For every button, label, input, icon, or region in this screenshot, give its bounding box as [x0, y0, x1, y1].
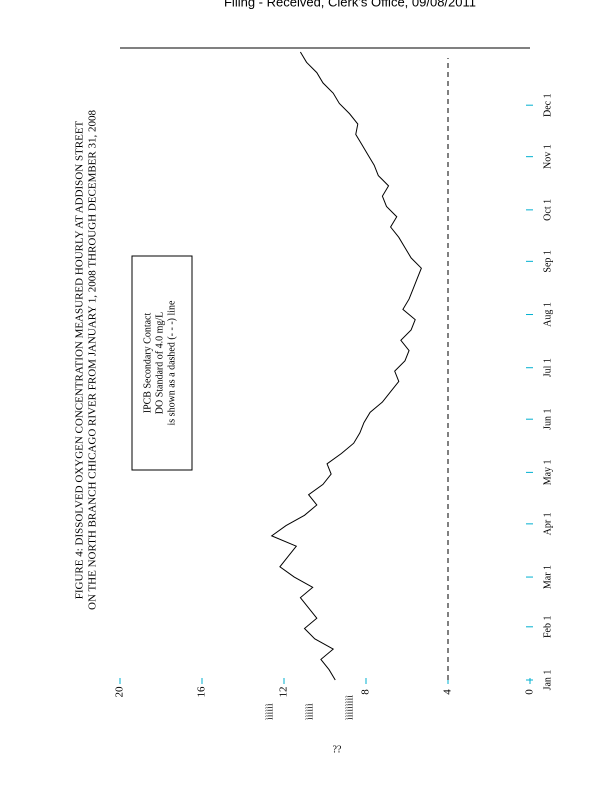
footer-text: ìììììì [264, 703, 275, 720]
y-tick-label: 12 [278, 687, 290, 698]
x-tick-label: Dec 1 [542, 93, 553, 117]
x-tick-label: Jul 1 [542, 358, 553, 377]
chart-subtitle: ON THE NORTH BRANCH CHICAGO RIVER FROM J… [87, 110, 99, 610]
page-mark: ?? [333, 744, 342, 755]
x-tick-label: Oct 1 [542, 199, 553, 221]
y-tick-label: 16 [196, 686, 208, 698]
y-tick-label: 8 [360, 689, 372, 695]
x-tick-label: Mar 1 [542, 565, 553, 589]
legend-text: IPCB Secondary Contact [142, 313, 153, 414]
x-tick-label: Jun 1 [542, 408, 553, 429]
legend-box [131, 255, 193, 471]
x-tick-label: Aug 1 [542, 302, 553, 327]
y-tick-label: 20 [114, 686, 126, 698]
y-tick-label: 0 [524, 689, 536, 695]
x-tick-label: May 1 [542, 459, 553, 485]
data-line [270, 51, 422, 681]
x-tick-label: Nov 1 [542, 144, 553, 169]
legend-text: is shown as a dashed (- - -) line [166, 300, 177, 426]
header: Filing - Received, Clerk's Office, 09/08… [224, 0, 476, 9]
legend-text: DO Standard of 4.0 mg/L [154, 312, 165, 415]
x-tick-label: Sep 1 [542, 250, 553, 273]
x-tick-label: Feb 1 [542, 616, 553, 639]
x-tick-label: Jan 1 [542, 670, 553, 691]
x-tick-label: Apr 1 [542, 512, 553, 535]
footer-text: ìììììì [304, 703, 315, 720]
footer-text: ììììììììì [344, 695, 355, 720]
y-tick-label: 4 [442, 689, 454, 695]
chart-title: FIGURE 4: DISSOLVED OXYGEN CONCENTRATION… [74, 120, 86, 599]
